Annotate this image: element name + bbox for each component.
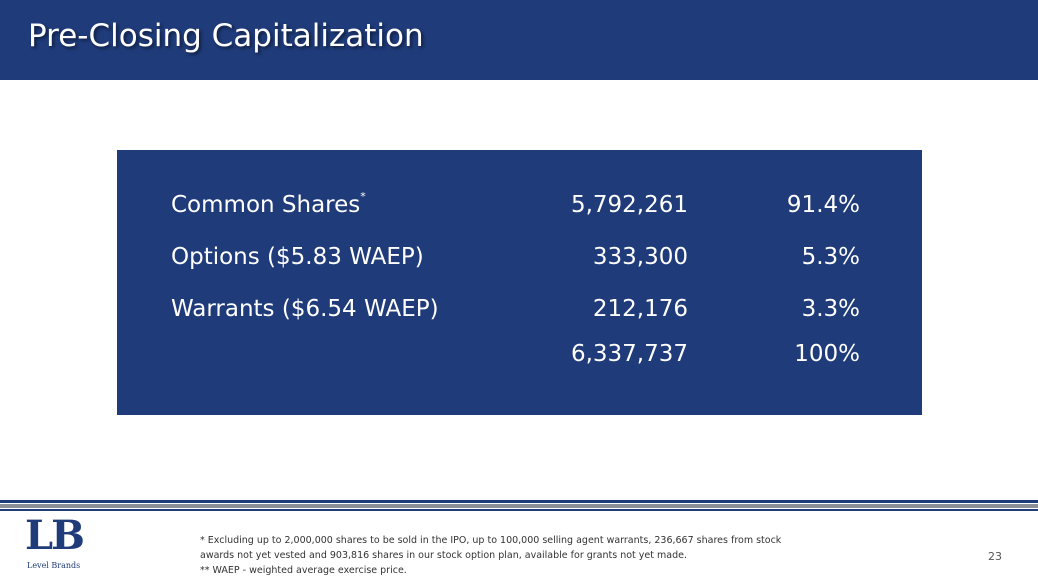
footnote-marker: * <box>360 190 366 203</box>
footnote: ** WAEP - weighted average exercise pric… <box>200 565 407 576</box>
logo-name: Level Brands <box>27 561 81 570</box>
logo-mark: LB <box>25 512 85 559</box>
footnote: * Excluding up to 2,000,000 shares to be… <box>200 535 782 546</box>
logo: LB Level Brands <box>25 512 87 570</box>
capitalization-table: Common Shares* 5,792,261 91.4% Options ($5.… <box>117 150 922 415</box>
row-label: Options ($5.83 WAEP) <box>171 244 424 270</box>
header-bar: Pre-Closing Capitalization <box>0 0 1038 80</box>
shares-cell: 5,792,261 <box>570 192 688 218</box>
footnote: awards not yet vested and 903,816 shares… <box>200 550 687 561</box>
shares-cell: 333,300 <box>592 244 688 270</box>
slide-title: Pre-Closing Capitalization <box>28 18 424 54</box>
row-label: Warrants ($6.54 WAEP) <box>171 296 439 322</box>
footer-rule <box>0 500 1038 503</box>
percent-cell: 91.4% <box>786 192 860 218</box>
total-percent: 100% <box>794 341 860 367</box>
row-label-text: Options ($5.83 WAEP) <box>171 244 424 270</box>
row-label-text: Common Shares <box>171 192 361 218</box>
page-number: 23 <box>988 550 1002 563</box>
percent-cell: 3.3% <box>801 296 860 322</box>
row-label: Common Shares* <box>171 190 366 218</box>
footer-rule <box>0 504 1038 508</box>
shares-cell: 212,176 <box>592 296 688 322</box>
footer-rule <box>0 509 1038 511</box>
percent-cell: 5.3% <box>801 244 860 270</box>
total-shares: 6,337,737 <box>570 341 688 367</box>
row-label-text: Warrants ($6.54 WAEP) <box>171 296 439 322</box>
